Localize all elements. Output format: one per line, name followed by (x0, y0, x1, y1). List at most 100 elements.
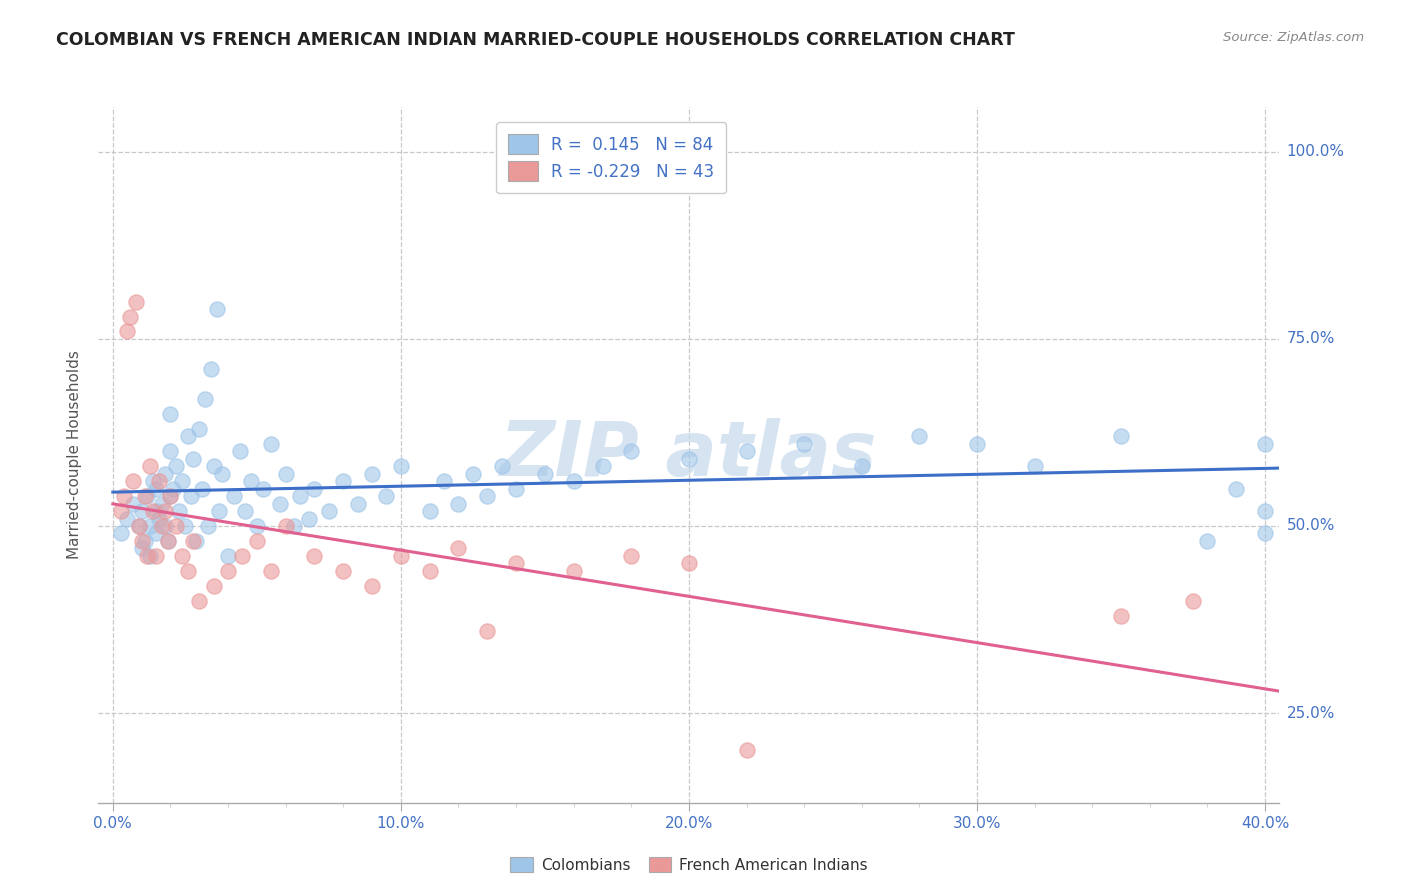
Point (283, 519, 305, 533)
Point (1109, 608, 1132, 623)
Point (150, 497, 173, 511)
Point (131, 533, 153, 548)
Point (346, 497, 368, 511)
Text: 50.0%: 50.0% (1286, 518, 1334, 533)
Point (145, 482, 167, 496)
Point (1024, 459, 1046, 474)
Point (148, 511, 170, 525)
Point (202, 579, 225, 593)
Point (153, 467, 176, 481)
Point (461, 467, 484, 481)
Point (233, 504, 256, 518)
Point (217, 564, 239, 578)
Point (217, 549, 239, 563)
Point (139, 549, 162, 563)
Point (620, 549, 643, 563)
Point (389, 459, 412, 474)
Point (735, 444, 758, 458)
Point (134, 533, 156, 548)
Point (208, 504, 231, 518)
Point (793, 436, 815, 450)
Point (145, 549, 167, 563)
Point (173, 519, 195, 533)
Point (177, 429, 200, 443)
Point (145, 504, 167, 518)
Point (183, 533, 205, 548)
Point (134, 489, 156, 503)
Point (1182, 594, 1205, 608)
Point (419, 504, 441, 518)
Point (159, 489, 181, 503)
Point (200, 362, 222, 376)
Point (177, 564, 200, 578)
Point (159, 444, 181, 458)
Point (191, 482, 214, 496)
Point (170, 474, 193, 488)
Point (477, 489, 499, 503)
Point (477, 624, 499, 638)
Point (139, 519, 162, 533)
Point (180, 489, 202, 503)
Point (228, 444, 250, 458)
Point (148, 474, 170, 488)
Point (110, 526, 132, 541)
Point (125, 294, 148, 309)
Point (222, 489, 245, 503)
Point (274, 467, 297, 481)
Point (153, 504, 176, 518)
Point (183, 451, 205, 466)
Point (318, 504, 340, 518)
Point (156, 533, 179, 548)
Point (136, 549, 159, 563)
Point (908, 429, 931, 443)
Point (361, 467, 384, 481)
Point (304, 482, 326, 496)
Point (165, 459, 187, 474)
Point (139, 459, 162, 474)
Point (211, 467, 233, 481)
Point (298, 511, 321, 525)
Text: Source: ZipAtlas.com: Source: ZipAtlas.com (1223, 31, 1364, 45)
Point (186, 533, 208, 548)
Point (447, 497, 470, 511)
Point (150, 519, 173, 533)
Y-axis label: Married-couple Households: Married-couple Households (67, 351, 83, 559)
Point (115, 511, 138, 525)
Point (165, 519, 187, 533)
Point (110, 504, 132, 518)
Point (159, 407, 181, 421)
Point (167, 504, 190, 518)
Text: 100.0%: 100.0% (1286, 145, 1344, 160)
Point (170, 549, 193, 563)
Point (128, 519, 150, 533)
Point (678, 451, 700, 466)
Point (202, 459, 225, 474)
Point (505, 557, 527, 571)
Point (1254, 436, 1277, 450)
Point (115, 325, 138, 339)
Point (131, 541, 153, 556)
Point (361, 579, 384, 593)
Point (620, 444, 643, 458)
Point (491, 459, 513, 474)
Point (153, 519, 176, 533)
Point (188, 594, 211, 608)
Point (142, 474, 165, 488)
Point (1109, 429, 1132, 443)
Point (120, 310, 142, 324)
Point (288, 489, 311, 503)
Point (304, 549, 326, 563)
Point (252, 482, 274, 496)
Point (678, 557, 700, 571)
Point (122, 474, 145, 488)
Point (205, 301, 228, 316)
Text: COLOMBIAN VS FRENCH AMERICAN INDIAN MARRIED-COUPLE HOUSEHOLDS CORRELATION CHART: COLOMBIAN VS FRENCH AMERICAN INDIAN MARR… (56, 31, 1015, 49)
Text: 25.0%: 25.0% (1286, 706, 1334, 721)
Legend: Colombians, French American Indians: Colombians, French American Indians (503, 850, 875, 879)
Point (131, 504, 153, 518)
Point (246, 533, 269, 548)
Point (122, 497, 145, 511)
Point (240, 474, 263, 488)
Point (260, 564, 283, 578)
Point (145, 526, 167, 541)
